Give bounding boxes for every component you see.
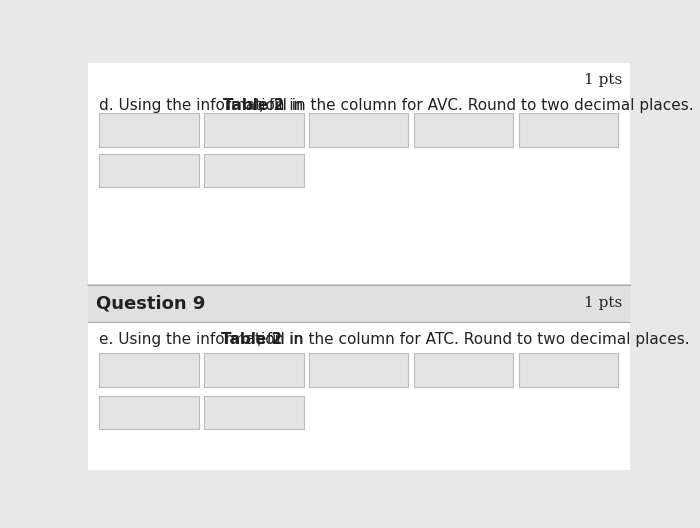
Text: Table 2: Table 2 [221, 332, 282, 347]
FancyBboxPatch shape [204, 396, 304, 429]
FancyBboxPatch shape [204, 114, 304, 147]
Text: Question 9: Question 9 [96, 294, 205, 312]
FancyBboxPatch shape [99, 154, 199, 187]
FancyBboxPatch shape [309, 353, 408, 386]
Text: d. Using the information in: d. Using the information in [99, 98, 309, 113]
FancyBboxPatch shape [204, 154, 304, 187]
Text: , fill in the column for ATC. Round to two decimal places.: , fill in the column for ATC. Round to t… [258, 332, 690, 347]
Text: Table 2: Table 2 [223, 98, 284, 113]
FancyBboxPatch shape [99, 353, 199, 386]
FancyBboxPatch shape [88, 322, 630, 470]
FancyBboxPatch shape [204, 353, 304, 386]
FancyBboxPatch shape [88, 63, 630, 285]
FancyBboxPatch shape [414, 114, 513, 147]
FancyBboxPatch shape [88, 285, 630, 322]
FancyBboxPatch shape [519, 353, 618, 386]
Text: e. Using the information in: e. Using the information in [99, 332, 308, 347]
Text: , fill in the column for AVC. Round to two decimal places.: , fill in the column for AVC. Round to t… [260, 98, 694, 113]
FancyBboxPatch shape [99, 114, 199, 147]
Text: 1 pts: 1 pts [584, 296, 622, 310]
FancyBboxPatch shape [414, 353, 513, 386]
Text: 1 pts: 1 pts [584, 73, 622, 87]
FancyBboxPatch shape [99, 396, 199, 429]
FancyBboxPatch shape [519, 114, 618, 147]
FancyBboxPatch shape [309, 114, 408, 147]
